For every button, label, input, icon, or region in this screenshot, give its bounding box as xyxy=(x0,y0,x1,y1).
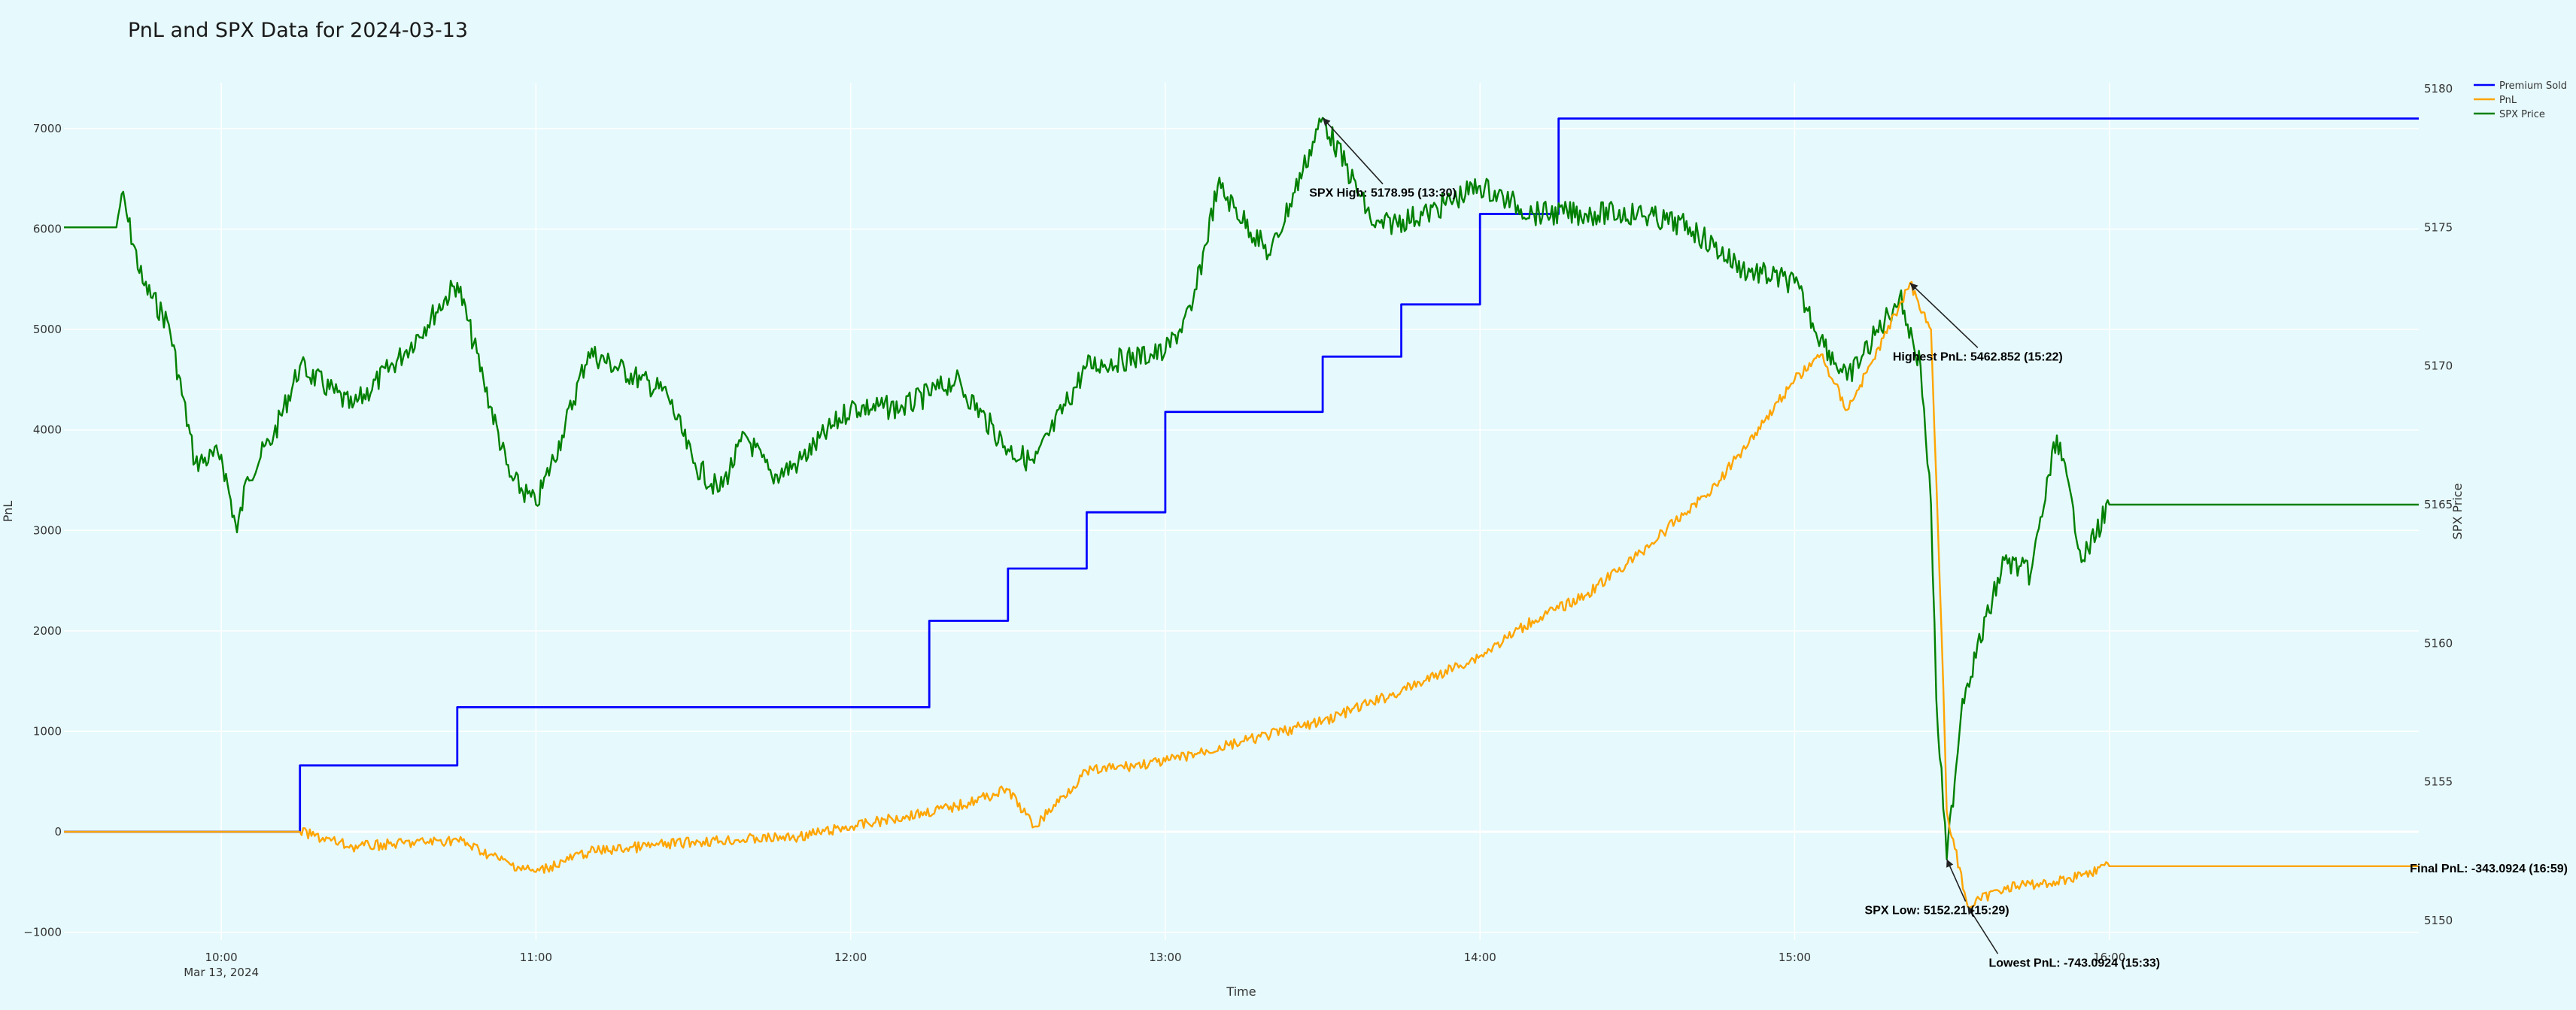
y-right-tick-label: 5180 xyxy=(2424,82,2453,96)
y-left-tick-label: 3000 xyxy=(33,523,62,537)
y-left-tick-label: 5000 xyxy=(33,323,62,336)
axes-layer: −1000 0 1000 2000 3000 4000 5000 6000 7000 5150 51… xyxy=(23,82,2453,979)
series-spx-price xyxy=(64,117,2419,860)
y-left-tick-label: 0 xyxy=(54,825,62,839)
x-axis-title: Time xyxy=(1226,984,1256,999)
series-layer xyxy=(64,117,2419,909)
legend[interactable]: Premium Sold PnL SPX Price xyxy=(2474,80,2567,120)
annotation-layer: SPX High: 5178.95 (13:30) Highest PnL: 54… xyxy=(1309,117,2568,969)
annotation-arrowhead xyxy=(1967,906,1976,915)
chart-title: PnL and SPX Data for 2024-03-13 xyxy=(128,19,468,42)
y-left-tick-label: 2000 xyxy=(33,624,62,638)
annotation-label: SPX Low: 5152.21 (15:29) xyxy=(1865,905,2009,917)
annotation-arrow xyxy=(1946,859,1967,902)
y-right-tick-label: 5160 xyxy=(2424,636,2453,650)
legend-label-pnl[interactable]: PnL xyxy=(2499,95,2517,106)
annotation-label: Highest PnL: 5462.852 (15:22) xyxy=(1893,350,2063,363)
grid-layer xyxy=(64,83,2419,940)
y-axis-left-title: PnL xyxy=(1,501,15,523)
y-axis-right-title: SPX Price xyxy=(2450,484,2465,540)
legend-label-premium-sold[interactable]: Premium Sold xyxy=(2499,80,2567,92)
annotation-arrowhead xyxy=(1909,283,1918,291)
x-tick-label: 11:00 xyxy=(520,951,552,964)
legend-label-spx-price[interactable]: SPX Price xyxy=(2499,109,2545,120)
x-tick-label: 10:00 xyxy=(205,951,238,964)
y-right-tick-label: 5170 xyxy=(2424,359,2453,373)
x-tick-label: 12:00 xyxy=(834,951,867,964)
annotation-label: SPX High: 5178.95 (13:30) xyxy=(1309,187,1457,200)
annotation-arrow xyxy=(1322,117,1384,185)
annotation-label: Final PnL: -343.0924 (16:59) xyxy=(2410,863,2568,875)
annotation-arrow xyxy=(1909,282,1979,348)
annotation-arrow xyxy=(1967,905,1999,954)
x-tick-label: 15:00 xyxy=(1779,951,1811,964)
y-left-tick-label: 4000 xyxy=(33,423,62,437)
y-left-tick-label: 7000 xyxy=(33,122,62,135)
annotation-arrowhead xyxy=(1946,859,1954,868)
series-premium-sold xyxy=(64,117,2419,833)
series-pnl xyxy=(64,281,2419,909)
x-tick-label: 16:00 xyxy=(2093,951,2125,964)
y-right-tick-label: 5150 xyxy=(2424,914,2453,927)
y-left-tick-label: −1000 xyxy=(23,926,62,939)
annotation-arrowhead xyxy=(1323,117,1331,126)
annotation-label: Lowest PnL: -743.0924 (15:33) xyxy=(1988,957,2160,969)
y-right-tick-label: 5165 xyxy=(2424,498,2453,511)
x-tick-sublabel: Mar 13, 2024 xyxy=(184,966,259,979)
y-right-tick-label: 5175 xyxy=(2424,220,2453,234)
y-left-tick-label: 6000 xyxy=(33,223,62,236)
x-tick-label: 13:00 xyxy=(1149,951,1181,964)
x-tick-label: 14:00 xyxy=(1464,951,1496,964)
y-right-tick-label: 5155 xyxy=(2424,775,2453,789)
y-left-tick-label: 1000 xyxy=(33,724,62,738)
